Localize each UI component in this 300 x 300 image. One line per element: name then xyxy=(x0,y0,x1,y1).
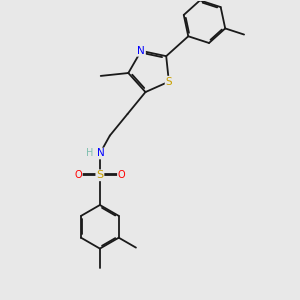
Text: O: O xyxy=(74,170,82,180)
Text: O: O xyxy=(118,170,125,180)
Text: N: N xyxy=(97,148,105,158)
Text: S: S xyxy=(96,170,103,180)
Text: S: S xyxy=(166,76,172,87)
Text: H: H xyxy=(86,148,94,158)
Text: N: N xyxy=(137,46,145,56)
